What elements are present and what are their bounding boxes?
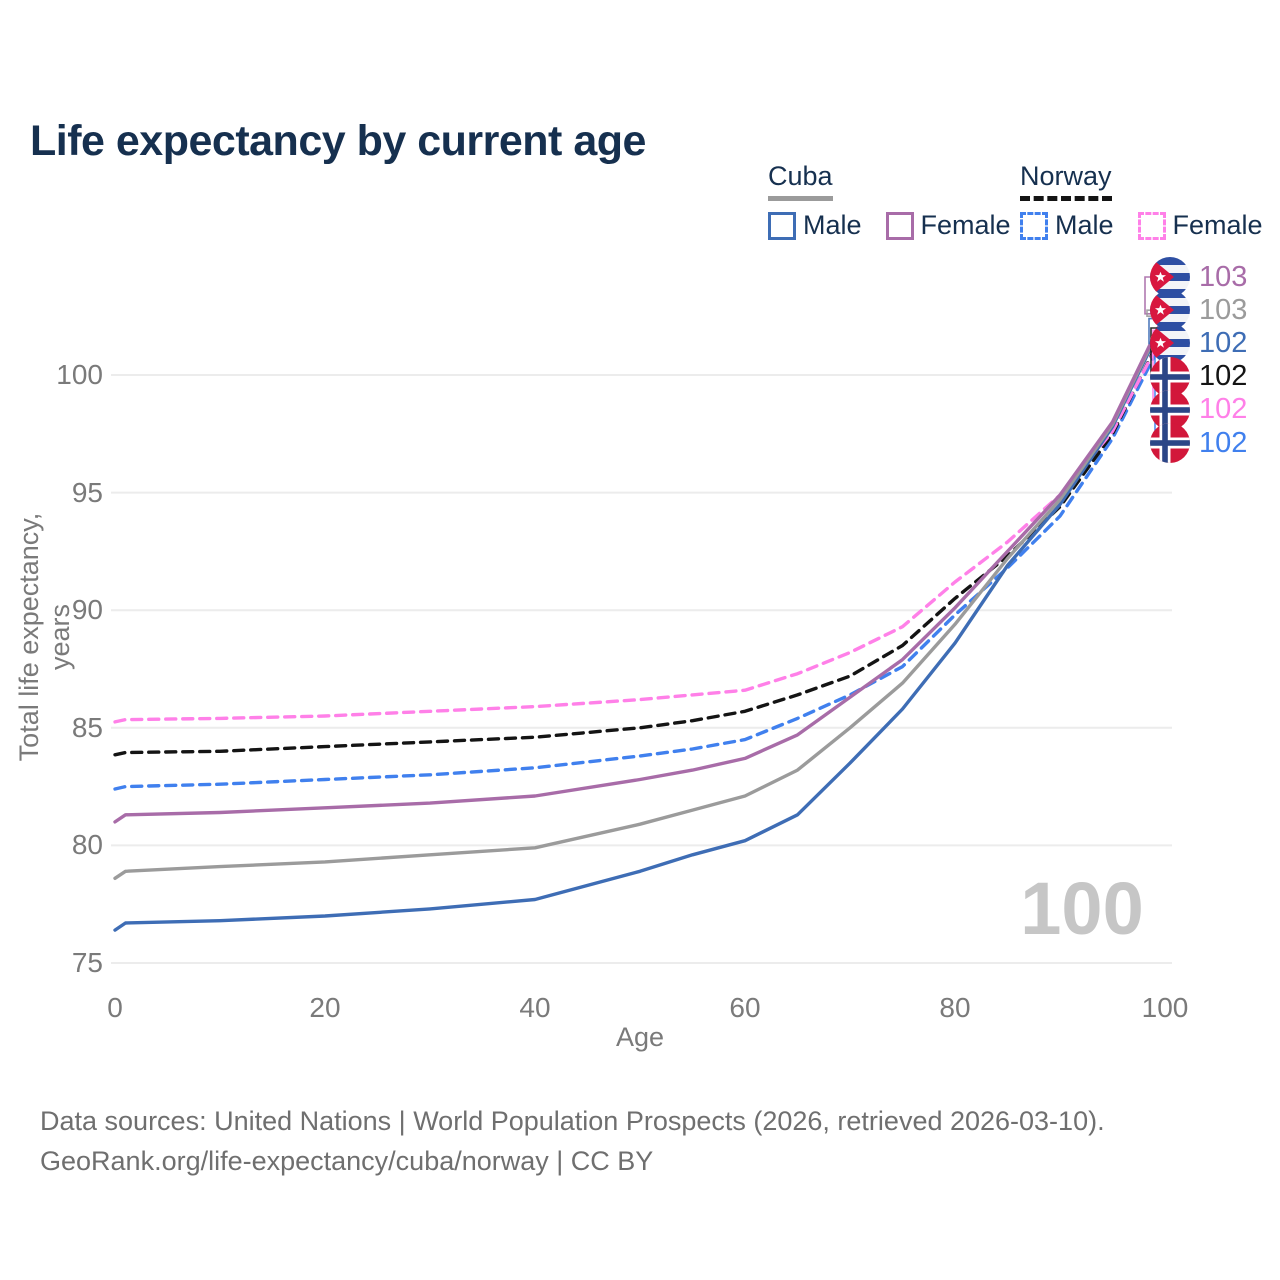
y-tick-label: 85 [71, 711, 103, 743]
end-label-row-cuba: 103 [1150, 290, 1247, 330]
series-line-norway[interactable] [113, 326, 1167, 757]
legend-header-norway: Norway [1020, 161, 1112, 201]
legend-header-cuba: Cuba [768, 161, 833, 201]
cuba-female-line-swatch-icon [885, 211, 914, 240]
page-title: Life expectancy by current age [30, 116, 646, 165]
y-tick-label: 75 [71, 947, 103, 978]
end-label-value: 102 [1199, 393, 1248, 426]
end-label-value: 103 [1199, 293, 1248, 326]
end-label-row-cuba-female: 103 [1150, 257, 1247, 297]
y-tick-label: 80 [71, 829, 103, 861]
y-tick-label: 100 [56, 359, 103, 390]
data-source-line: Data sources: United Nations | World Pop… [40, 1106, 1105, 1136]
attribution-line: GeoRank.org/life-expectancy/cuba/norway … [40, 1146, 654, 1176]
x-tick-label: 20 [309, 992, 341, 1023]
norway-flag-icon [1150, 423, 1190, 463]
legend-item-label: Male [1055, 210, 1114, 240]
end-label-row-norway-female: 102 [1150, 390, 1247, 430]
cuba-male-line-swatch-icon [768, 211, 796, 240]
series-line-cuba-male[interactable] [113, 316, 1167, 932]
x-tick-label: 60 [729, 992, 761, 1023]
x-tick-label: 0 [107, 992, 123, 1023]
x-tick-label: 80 [939, 992, 971, 1023]
norway-male-line-swatch-icon [1020, 211, 1048, 240]
norway-female-line-swatch-icon [1137, 211, 1166, 240]
end-label-row-norway-male: 102 [1150, 423, 1247, 463]
x-axis-title: Age [615, 1022, 665, 1052]
series-line-cuba-female[interactable] [113, 312, 1167, 824]
series-line-cuba[interactable] [113, 314, 1167, 880]
legend-item-cuba-male[interactable]: Male [768, 210, 862, 241]
legend-item-norway-female[interactable]: Female [1137, 210, 1263, 241]
legend-item-label: Male [803, 210, 862, 240]
series-line-norway-male[interactable] [113, 333, 1167, 791]
legend-item-label: Female [920, 210, 1011, 240]
x-tick-label: 40 [519, 992, 551, 1023]
legend-group-norway: Norway Male Female [1020, 161, 1263, 241]
legend-group-cuba: Cuba Male Female [768, 161, 1011, 241]
legend-item-cuba-female[interactable]: Female [885, 210, 1011, 241]
y-tick-label: 90 [71, 594, 103, 626]
age-counter-watermark: 100 [1020, 867, 1144, 950]
x-tick-label: 100 [1141, 992, 1189, 1023]
end-label-value: 102 [1199, 326, 1248, 359]
end-label-value: 102 [1199, 426, 1248, 459]
y-axis-title: Total life expectancy, years [14, 512, 75, 762]
end-label-row-norway: 102 [1150, 357, 1247, 397]
series-line-norway-female[interactable] [113, 328, 1167, 724]
legend-item-label: Female [1172, 210, 1263, 240]
y-tick-label: 95 [71, 476, 103, 508]
end-label-row-cuba-male: 102 [1150, 323, 1247, 363]
legend-item-norway-male[interactable]: Male [1020, 210, 1114, 241]
end-label-value: 103 [1199, 260, 1248, 293]
end-label-value: 102 [1199, 360, 1248, 393]
